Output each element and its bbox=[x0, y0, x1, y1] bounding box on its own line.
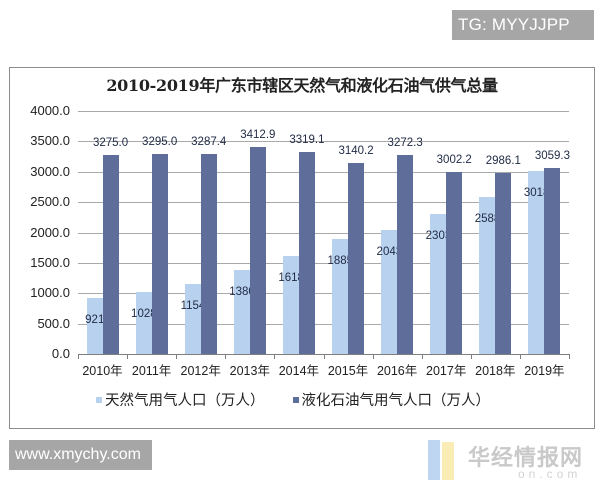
logo-block-blue-icon bbox=[428, 440, 440, 480]
watermark-top-right: TG: MYYJJPP bbox=[452, 10, 594, 40]
legend-label-lpg: 液化石油气用气人口（万人） bbox=[301, 393, 491, 409]
legend-item-lpg: 液化石油气用气人口（万人） bbox=[292, 389, 491, 410]
x-tick-label: 2015年 bbox=[327, 364, 369, 378]
gridline bbox=[78, 232, 569, 234]
value-label-lpg: 2986.1 bbox=[485, 154, 521, 167]
y-tick-label: 0.0 bbox=[51, 346, 70, 361]
bar-natural-gas bbox=[528, 170, 545, 354]
value-label-lpg: 3002.2 bbox=[436, 153, 472, 166]
chart-title: 2010-2019年广东市辖区天然气和液化石油气供气总量 bbox=[106, 76, 498, 95]
x-tick-mark bbox=[176, 354, 178, 359]
x-tick-label: 2012年 bbox=[180, 364, 221, 378]
bar-lpg bbox=[249, 146, 266, 354]
value-label-lpg: 3295.0 bbox=[142, 135, 178, 148]
value-label-lpg: 3059.3 bbox=[534, 150, 571, 163]
x-tick-mark bbox=[225, 354, 227, 359]
bar-lpg bbox=[348, 163, 365, 354]
bar-natural-gas bbox=[184, 283, 201, 354]
x-tick-label: 2013年 bbox=[229, 364, 270, 378]
x-tick-mark bbox=[372, 354, 374, 359]
bar-natural-gas bbox=[86, 298, 103, 354]
bar-natural-gas bbox=[332, 239, 349, 354]
x-tick-label: 2010年 bbox=[82, 364, 123, 378]
value-label-lpg: 3319.1 bbox=[289, 134, 325, 147]
bar-lpg bbox=[151, 153, 168, 354]
bar-natural-gas bbox=[381, 229, 398, 354]
bar-lpg bbox=[544, 168, 561, 354]
logo-watermark-text: 华经情报网 bbox=[468, 445, 584, 470]
bar-natural-gas bbox=[430, 214, 447, 354]
x-tick-label: 2019年 bbox=[524, 364, 565, 378]
bar-natural-gas bbox=[135, 291, 152, 354]
x-tick-label: 2017年 bbox=[426, 364, 467, 378]
gridline bbox=[78, 293, 569, 295]
logo-watermark: 华经情报网 on.com bbox=[428, 440, 598, 480]
gridline bbox=[78, 141, 569, 143]
x-tick-label: 2018年 bbox=[475, 364, 516, 378]
y-tick-label: 2500.0 bbox=[30, 194, 70, 210]
gridline bbox=[78, 262, 569, 264]
x-tick-label: 2011年 bbox=[131, 364, 172, 378]
y-tick-label: 1000.0 bbox=[30, 285, 70, 301]
legend-label-natural-gas: 天然气用气人口（万人） bbox=[105, 393, 265, 409]
x-tick-mark bbox=[78, 354, 79, 359]
value-label-lpg: 3275.0 bbox=[92, 137, 129, 150]
y-tick-label: 3500.0 bbox=[30, 133, 70, 149]
bar-lpg bbox=[102, 155, 119, 354]
value-label-lpg: 3412.9 bbox=[240, 128, 276, 141]
bar-lpg bbox=[495, 172, 512, 354]
y-tick-label: 4000.0 bbox=[30, 103, 70, 118]
value-label-lpg: 3140.2 bbox=[338, 145, 374, 158]
value-label-lpg: 3272.3 bbox=[387, 137, 423, 150]
y-tick-label: 500.0 bbox=[37, 315, 70, 331]
bar-lpg bbox=[397, 155, 414, 354]
legend-swatch-natural-gas-icon bbox=[96, 396, 102, 403]
y-tick-label: 2000.0 bbox=[30, 224, 70, 240]
bar-lpg bbox=[446, 171, 463, 354]
gridline bbox=[78, 202, 569, 204]
logo-block-yellow-icon bbox=[442, 442, 454, 480]
x-tick-mark bbox=[421, 354, 423, 359]
x-tick-label: 2014年 bbox=[278, 364, 320, 378]
watermark-bottom-left: www.xmychy.com bbox=[9, 440, 152, 470]
gridline bbox=[78, 323, 569, 325]
value-label-lpg: 3287.4 bbox=[191, 136, 227, 149]
x-tick-mark bbox=[323, 354, 325, 359]
x-tick-mark bbox=[274, 354, 276, 359]
bar-natural-gas bbox=[479, 196, 496, 354]
gridline bbox=[78, 171, 569, 173]
logo-watermark-sub: on.com bbox=[518, 467, 582, 480]
x-tick-mark bbox=[519, 354, 521, 359]
gridline bbox=[78, 111, 569, 112]
chart-legend: 天然气用气人口（万人） 液化石油气用气人口（万人） bbox=[96, 389, 490, 410]
x-tick-mark bbox=[127, 354, 129, 359]
x-tick-mark bbox=[470, 354, 472, 359]
y-tick-label: 1500.0 bbox=[30, 254, 70, 270]
legend-swatch-lpg-icon bbox=[292, 396, 299, 403]
bar-natural-gas bbox=[282, 255, 299, 354]
bar-lpg bbox=[298, 152, 315, 354]
chart-frame: 2010-2019年广东市辖区天然气和液化石油气供气总量 0.0 500.0 100… bbox=[9, 67, 596, 480]
bar-lpg bbox=[200, 154, 217, 354]
x-tick-label: 2016年 bbox=[376, 364, 418, 378]
plot-area: 0.0 500.0 1000.0 1500.0 2000.0 2500.0 3000.0 35… bbox=[10, 68, 596, 430]
x-tick-mark bbox=[569, 354, 570, 359]
y-tick-label: 3000.0 bbox=[30, 163, 70, 179]
legend-item-natural-gas: 天然气用气人口（万人） bbox=[96, 389, 265, 410]
bar-natural-gas bbox=[233, 270, 250, 354]
